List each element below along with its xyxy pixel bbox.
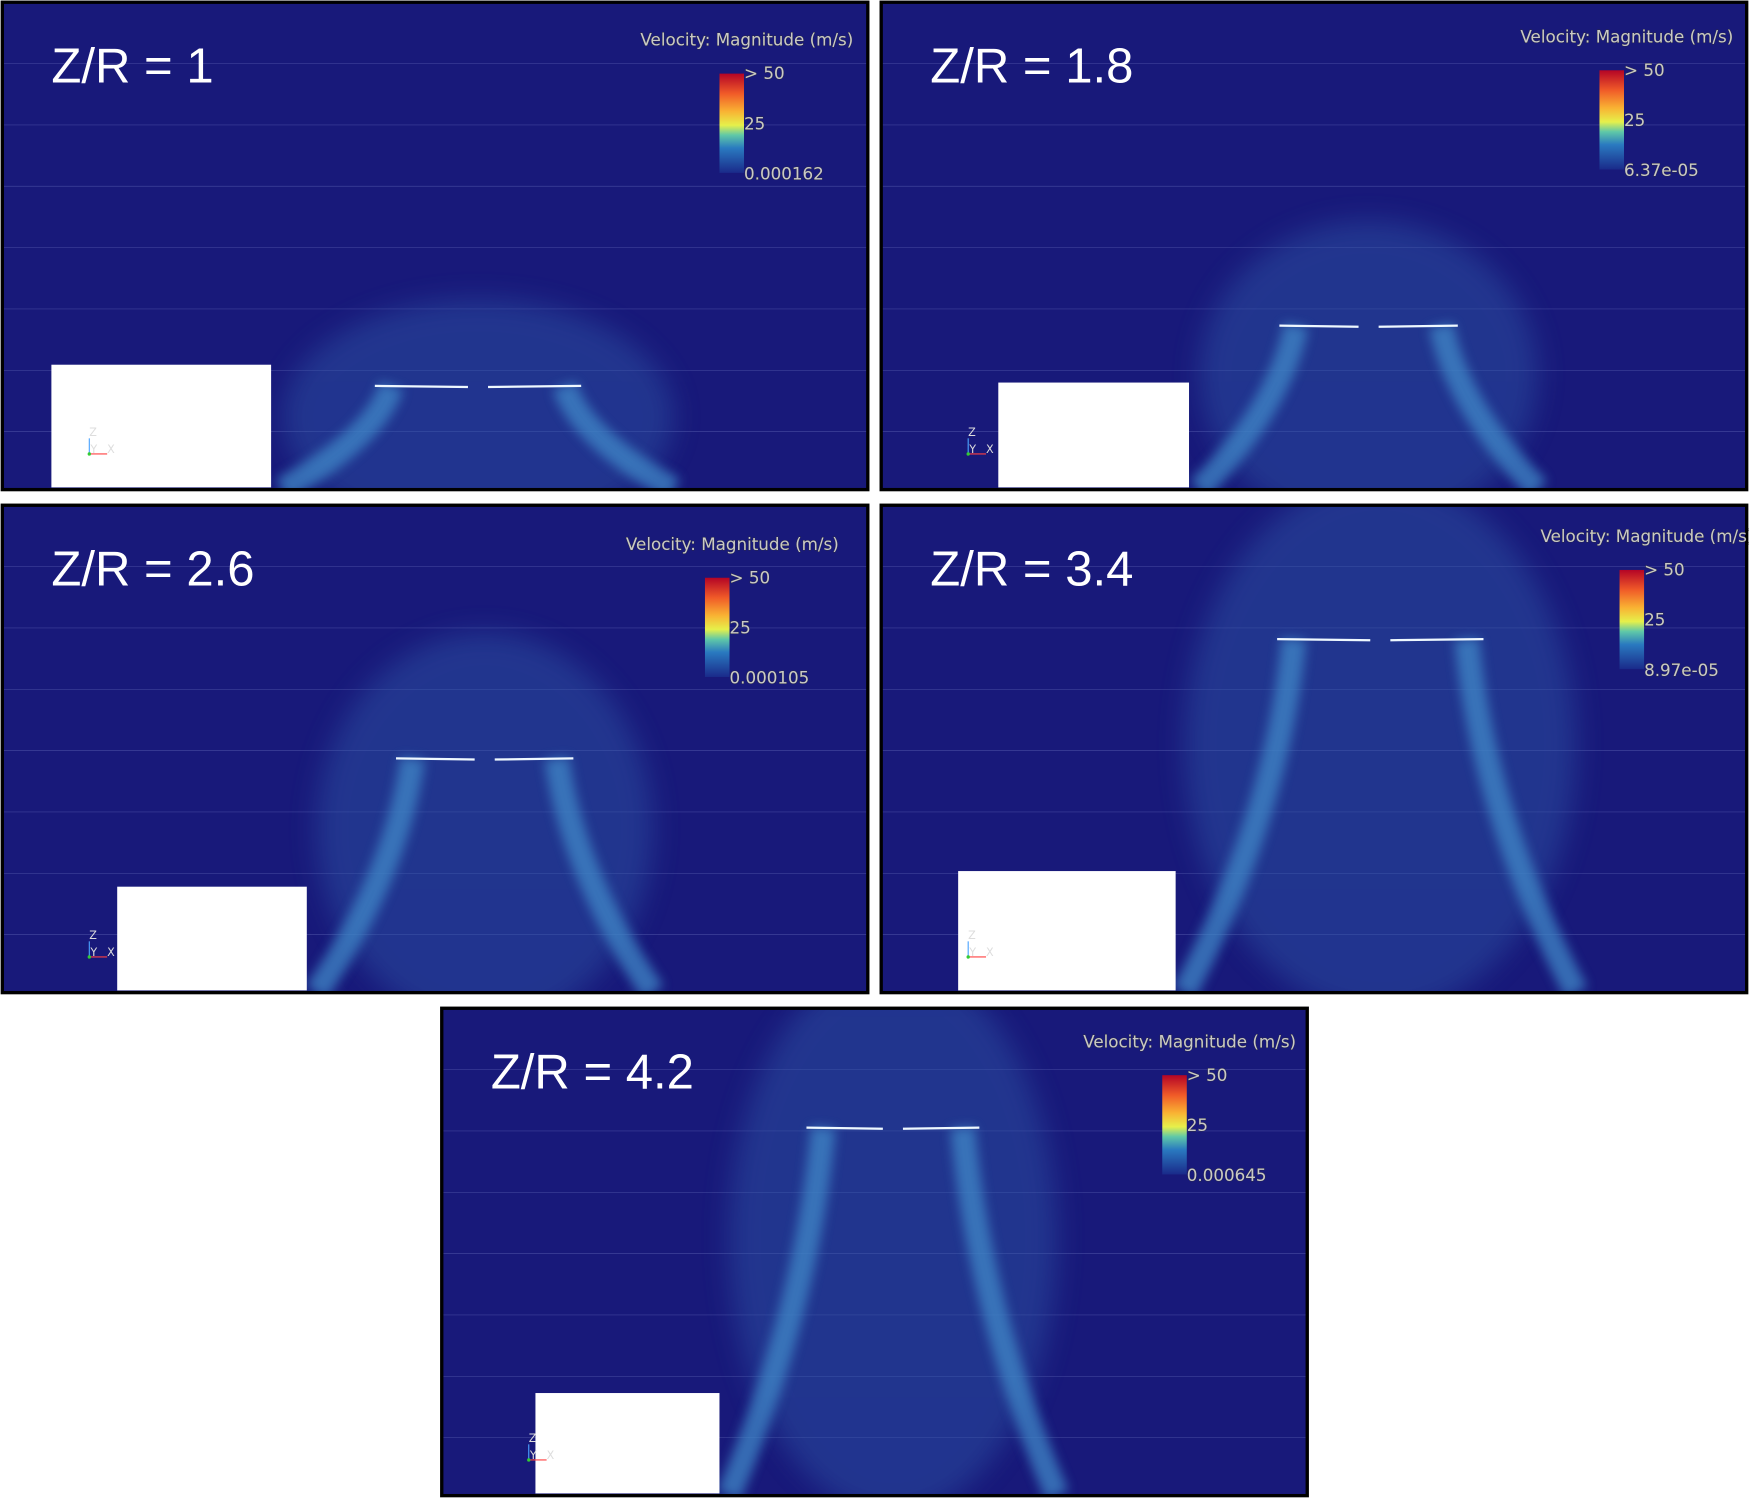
rotor-right: [902, 1126, 980, 1130]
wake-cloud: [728, 1008, 1058, 1496]
triad-z: Z: [89, 426, 97, 439]
wake-cloud: [1199, 220, 1539, 490]
legend-min: 0.000105: [730, 668, 810, 688]
building: [51, 364, 272, 488]
legend-mid: 25: [1187, 1115, 1208, 1135]
triad-y: Y: [968, 946, 976, 959]
panel: Z/R = 4.2 Velocity: Magnitude (m/s) > 50 25…: [440, 1006, 1309, 1498]
colorbar: [719, 73, 745, 173]
legend-mid: 25: [730, 618, 751, 638]
triad-y: Y: [529, 1449, 537, 1462]
legend-title: Velocity: Magnitude (m/s): [1540, 526, 1749, 546]
axis-y: [966, 955, 970, 959]
rotor-left: [1279, 324, 1359, 328]
rotor-right: [488, 384, 582, 389]
triad-x: X: [986, 946, 994, 959]
legend-mid: 25: [744, 113, 765, 133]
colorbar: [704, 577, 730, 678]
rotor-right: [1390, 637, 1484, 642]
triad-y: Y: [89, 443, 97, 456]
colorbar: [1599, 70, 1624, 170]
wake-cloud: [316, 632, 654, 993]
panel: Z/R = 2.6 Velocity: Magnitude (m/s) > 50 25…: [0, 503, 870, 995]
axis-y: [87, 955, 91, 959]
wake-cloud: [1184, 505, 1577, 993]
panel-label: Z/R = 1.8: [930, 40, 1133, 94]
triad-x: X: [107, 946, 115, 959]
building: [958, 871, 1176, 991]
legend-title: Velocity: Magnitude (m/s): [1083, 1031, 1296, 1051]
panel-border: [0, 0, 870, 492]
wake-left: [1173, 637, 1307, 993]
axis-y: [527, 1458, 531, 1462]
wake-right: [1454, 637, 1588, 993]
triad-z: Z: [968, 929, 976, 942]
wake-cloud: [282, 299, 674, 490]
panel-label: Z/R = 2.6: [51, 543, 254, 597]
rotor-left: [1277, 637, 1371, 642]
building: [535, 1393, 720, 1494]
panel-label: Z/R = 3.4: [930, 543, 1133, 597]
panel-border: [879, 503, 1749, 995]
colorbar: [1619, 569, 1645, 670]
triad-z: Z: [529, 1432, 537, 1445]
legend-title: Velocity: Magnitude (m/s): [640, 30, 853, 50]
triad-x: X: [547, 1449, 555, 1462]
legend-mid: 25: [1644, 610, 1665, 630]
colorbar: [1162, 1075, 1187, 1175]
panel: Z/R = 1.8 Velocity: Magnitude (m/s) > 50 25…: [879, 0, 1749, 492]
triad-z: Z: [968, 426, 976, 439]
legend-min: 8.97e-05: [1644, 660, 1719, 680]
panel: Z/R = 1 Velocity: Magnitude (m/s) > 50 25 0.…: [0, 0, 870, 492]
rotor-left: [806, 1126, 883, 1130]
wake-left: [275, 381, 404, 490]
wake-right: [544, 756, 664, 993]
legend-title: Velocity: Magnitude (m/s): [626, 534, 839, 554]
wake-right: [950, 1126, 1069, 1496]
triad-x: X: [986, 443, 994, 456]
wake-right: [552, 381, 681, 490]
triad-x: X: [107, 443, 115, 456]
axis-y: [87, 452, 91, 456]
legend-mid: 25: [1624, 110, 1645, 130]
panel-content: [881, 2, 1747, 490]
legend-min: 6.37e-05: [1624, 160, 1699, 180]
legend-title: Velocity: Magnitude (m/s): [1520, 26, 1733, 46]
panel-border: [0, 503, 870, 995]
building: [998, 382, 1190, 488]
legend-max: > 50: [1624, 60, 1665, 80]
panel-label: Z/R = 1: [51, 40, 213, 94]
wake-left: [306, 756, 425, 993]
triad-y: Y: [89, 946, 97, 959]
building: [117, 886, 307, 991]
wake-left: [717, 1126, 836, 1496]
legend-max: > 50: [1187, 1065, 1228, 1085]
wake-right: [1429, 323, 1547, 490]
rotor-left: [374, 384, 468, 389]
triad-y: Y: [968, 443, 976, 456]
rotor-right: [494, 757, 574, 761]
legend-max: > 50: [744, 63, 785, 83]
panel: Z/R = 3.4 Velocity: Magnitude (m/s) > 50 25…: [879, 503, 1749, 995]
rotor-left: [396, 757, 475, 761]
legend-min: 0.000645: [1187, 1165, 1267, 1185]
legend-max: > 50: [1644, 560, 1685, 580]
panel-content: [881, 505, 1747, 993]
axis-y: [966, 452, 970, 456]
panel-border: [879, 0, 1749, 492]
triad-z: Z: [89, 929, 97, 942]
legend-min: 0.000162: [744, 164, 824, 184]
panel-label: Z/R = 4.2: [491, 1046, 694, 1100]
panel-border: [440, 1006, 1309, 1498]
wake-left: [1190, 323, 1309, 490]
legend-max: > 50: [730, 567, 771, 587]
rotor-right: [1378, 324, 1458, 328]
